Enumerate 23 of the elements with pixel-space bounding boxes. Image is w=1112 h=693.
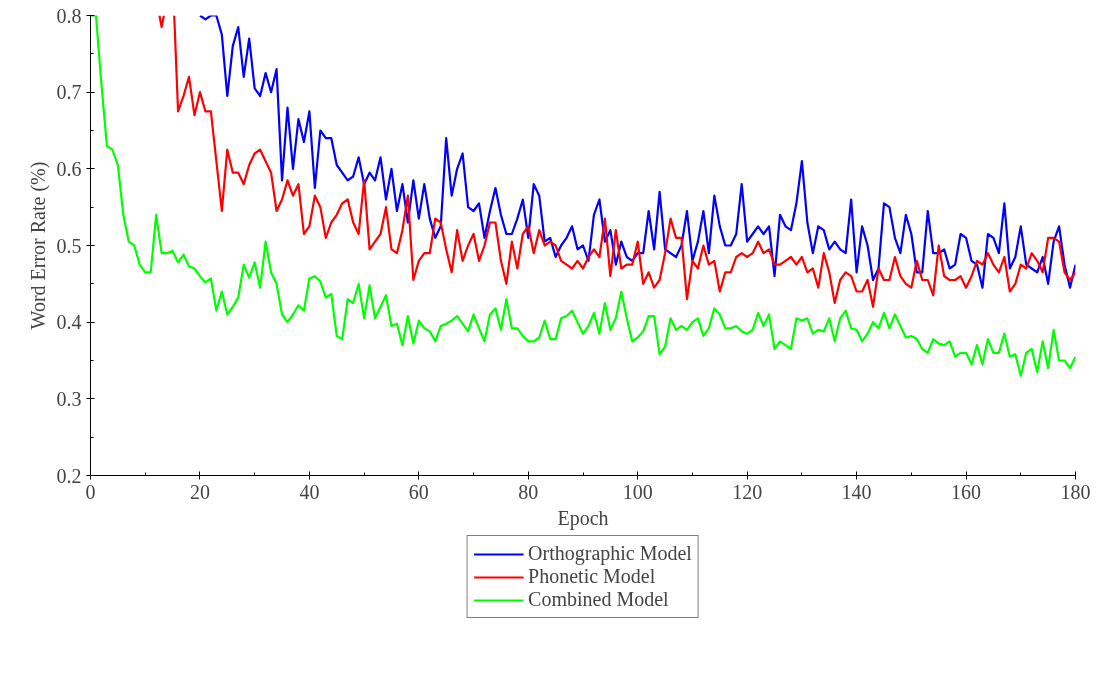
x-tick-label: 0: [85, 480, 96, 503]
line-series: [90, 15, 1076, 377]
x-axis-title: Epoch: [557, 506, 609, 530]
x-tick-label: 80: [518, 480, 539, 503]
x-tick-label: 160: [951, 480, 982, 503]
x-tick-label: 60: [408, 480, 429, 503]
legend-label: Orthographic Model: [528, 542, 692, 565]
y-tick-label: 0.3: [56, 387, 82, 410]
y-tick-label: 0.5: [56, 234, 82, 257]
y-tick-label: 0.4: [56, 311, 82, 334]
legend-label: Phonetic Model: [528, 565, 656, 588]
y-tick-label: 0.8: [56, 4, 82, 27]
y-tick-label: 0.6: [56, 157, 82, 180]
x-tick-label: 180: [1060, 480, 1091, 503]
x-tick-label: 120: [732, 480, 763, 503]
y-axis-title: Word Error Rate (%): [26, 161, 50, 330]
x-tick-label: 40: [299, 480, 320, 503]
y-tick-label: 0.7: [56, 81, 82, 104]
x-tick-label: 140: [841, 480, 872, 503]
x-tick-label: 20: [189, 480, 210, 503]
y-tick-label: 0.2: [56, 464, 82, 487]
legend-label: Combined Model: [528, 588, 669, 611]
x-tick-label: 100: [622, 480, 653, 503]
